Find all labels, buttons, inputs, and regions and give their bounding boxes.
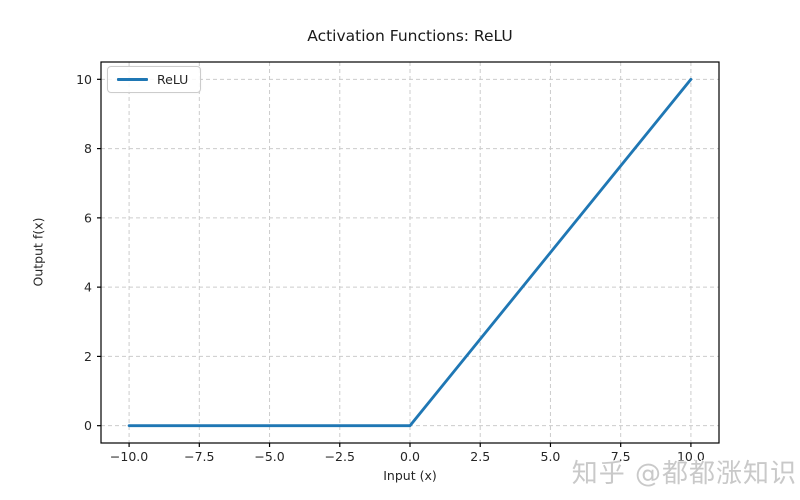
x-tick-label: 0.0 xyxy=(400,449,420,464)
legend-label: ReLU xyxy=(157,72,189,87)
y-tick-label: 6 xyxy=(84,210,92,225)
legend: ReLU xyxy=(107,66,202,93)
y-axis-label: Output f(x) xyxy=(30,217,46,287)
x-tick-label: 7.5 xyxy=(611,449,631,464)
y-tick-label: 2 xyxy=(84,349,92,364)
x-tick-label: −10.0 xyxy=(110,449,148,464)
x-tick-label: −5.0 xyxy=(254,449,284,464)
legend-line-sample xyxy=(117,78,148,81)
x-axis-label: Input (x) xyxy=(383,468,437,483)
y-tick-label: 8 xyxy=(84,141,92,156)
y-tick-label: 10 xyxy=(76,72,92,87)
x-tick-label: 10.0 xyxy=(677,449,705,464)
x-tick-label: −2.5 xyxy=(325,449,355,464)
x-tick-label: −7.5 xyxy=(184,449,214,464)
x-tick-label: 5.0 xyxy=(541,449,561,464)
series-line-relu xyxy=(127,77,693,428)
chart-title: Activation Functions: ReLU xyxy=(307,27,513,45)
x-tick-label: 2.5 xyxy=(470,449,490,464)
y-tick-label: 4 xyxy=(84,280,92,295)
y-tick-label: 0 xyxy=(84,418,92,433)
watermark: 知乎 @都都涨知识 xyxy=(571,459,797,489)
